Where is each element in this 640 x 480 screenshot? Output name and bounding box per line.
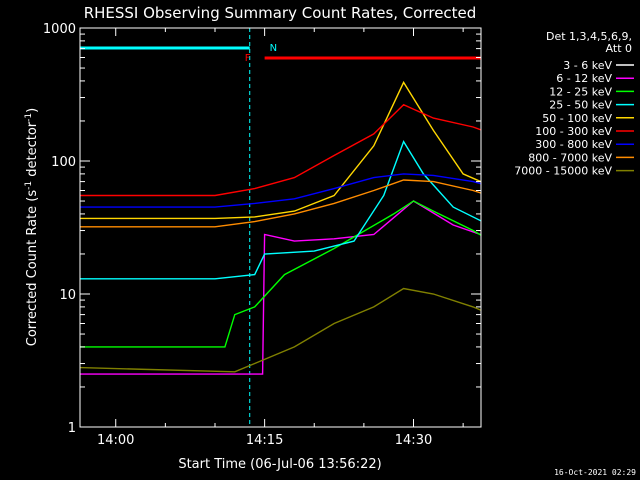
legend-label: 100 - 300 keV <box>535 125 612 138</box>
y-tick-label: 1 <box>68 421 76 436</box>
y-label-end: ) <box>25 108 40 113</box>
flag-label-f: F <box>245 53 251 64</box>
plot-content: NFS <box>80 28 481 427</box>
legend-header-line2: Att 0 <box>606 42 632 55</box>
legend-label: 800 - 7000 keV <box>528 151 612 164</box>
y-label-main: Corrected Count Rate (s <box>25 190 40 347</box>
legend-label: 12 - 25 keV <box>549 85 612 98</box>
y-tick-label: 10 <box>59 288 76 303</box>
series-line-6 <box>80 173 481 208</box>
x-axis-label: Start Time (06-Jul-06 13:56:22) <box>178 457 381 472</box>
plot-frame <box>79 27 482 428</box>
series-line-5 <box>80 103 481 197</box>
y-tick-label: 100 <box>51 155 76 170</box>
y-axis: 1 10 100 1000 <box>43 22 481 436</box>
series-line-2 <box>80 200 481 348</box>
x-axis: 14:00 14:15 14:30 <box>97 28 464 448</box>
series-line-8 <box>80 287 481 373</box>
series-line-7 <box>80 179 481 228</box>
chart-title: RHESSI Observing Summary Count Rates, Co… <box>84 4 477 22</box>
legend-label: 7000 - 15000 keV <box>514 165 612 178</box>
legend-label: 50 - 100 keV <box>542 112 612 125</box>
legend-label: 6 - 12 keV <box>556 72 612 85</box>
legend-header-line1: Det 1,3,4,5,6,9, <box>546 30 632 43</box>
flag-label-n: N <box>270 43 277 54</box>
timestamp: 16-Oct-2021 02:29 <box>554 468 636 477</box>
series-line-0 <box>80 194 481 375</box>
x-tick-label: 14:15 <box>246 433 283 448</box>
y-label-mid: detector <box>25 121 40 181</box>
legend-label: 300 - 800 keV <box>535 138 612 151</box>
x-tick-label: 14:00 <box>97 433 134 448</box>
series-line-4 <box>80 80 481 220</box>
x-tick-label: 14:30 <box>395 433 432 448</box>
y-axis-label: Corrected Count Rate (s-1 detector-1) <box>24 108 40 346</box>
y-label-sup2: -1 <box>24 113 34 122</box>
plot-area: NFS <box>80 28 481 427</box>
y-tick-label: 1000 <box>43 22 76 37</box>
series-line-3 <box>80 140 481 280</box>
legend-label: 3 - 6 keV <box>563 59 612 72</box>
legend-label: 25 - 50 keV <box>549 99 612 112</box>
y-label-sup1: -1 <box>24 181 34 190</box>
series-line-1 <box>80 200 481 375</box>
